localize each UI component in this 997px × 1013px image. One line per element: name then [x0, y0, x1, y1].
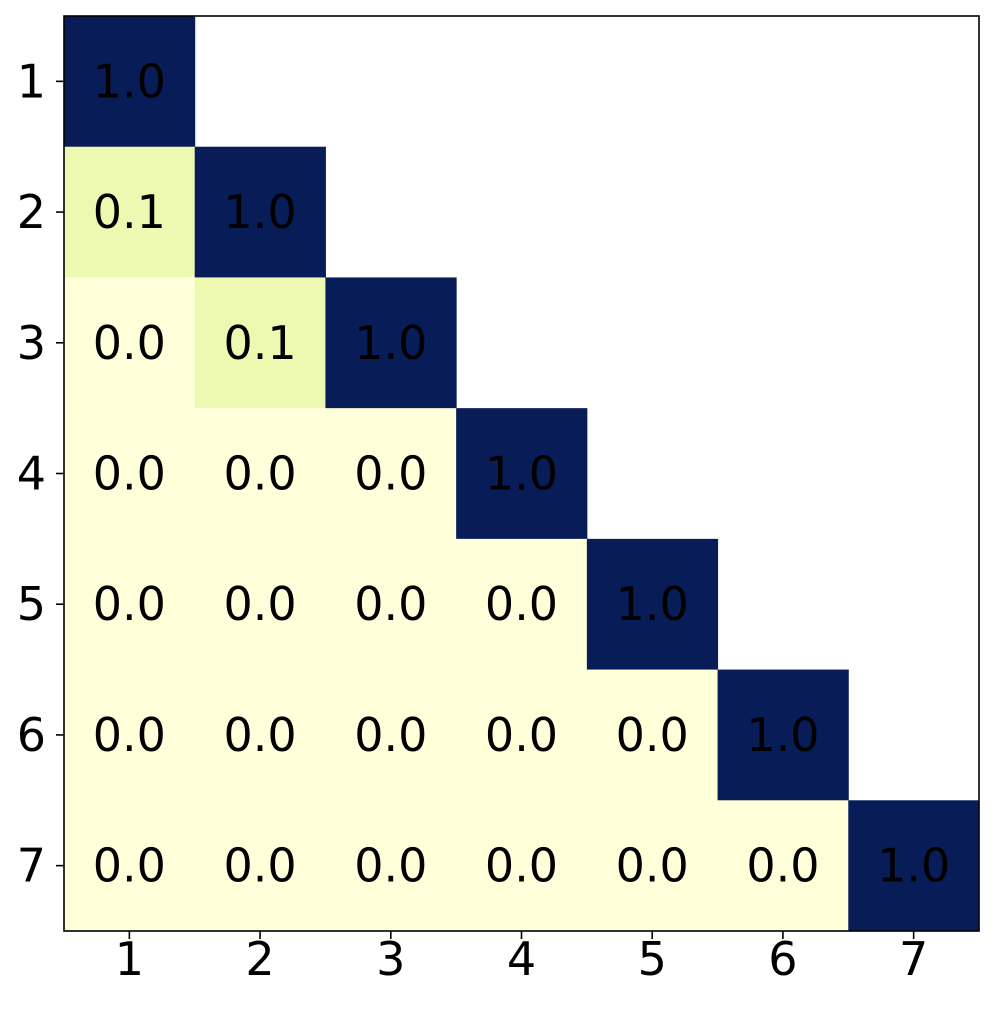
cell-label-r2-c1: 0.1	[93, 185, 166, 239]
x-tick-label-2: 2	[245, 932, 274, 986]
heatmap-cell-r4-c2	[194, 408, 326, 540]
x-tick-label-7: 7	[899, 932, 928, 986]
cell-label-r5-c4: 0.0	[485, 577, 558, 631]
cell-label-r7-c4: 0.0	[485, 839, 558, 893]
heatmap-cell-r4-c4	[456, 408, 588, 540]
heatmap-cell-r5-c5	[586, 538, 719, 671]
heatmap-cell-r1-c1	[64, 16, 196, 148]
heatmap-cell-r3-c1	[64, 277, 196, 409]
heatmap-cell-r3-c3	[325, 277, 457, 409]
cell-label-r6-c1: 0.0	[93, 708, 166, 762]
y-tick-label-1: 1	[17, 54, 46, 108]
y-tick-label-4: 4	[17, 447, 46, 501]
y-tick-label-7: 7	[17, 839, 46, 893]
x-tick-label-1: 1	[115, 932, 144, 986]
y-axis: 1 2 3 4 5 6 7	[17, 54, 64, 893]
heatmap-cell-r6-c5	[586, 669, 719, 801]
cell-label-r7-c7: 1.0	[877, 839, 950, 893]
cell-label-r3-c1: 0.0	[93, 316, 166, 370]
heatmap-cell-r2-c2	[194, 146, 326, 278]
heatmap-cell-r5-c4	[456, 538, 588, 671]
heatmap-cell-r7-c1	[64, 800, 196, 932]
heatmap-cell-r7-c3	[325, 800, 457, 932]
y-tick-label-6: 6	[17, 708, 46, 762]
x-tick-label-5: 5	[638, 932, 667, 986]
heatmap-cell-r7-c6	[717, 800, 849, 932]
heatmap-cell-labels: 1.0 0.1 1.0 0.0 0.1 1.0 0.0 0.0 0.0 1.0 0.0 0.0 0.0 0…	[93, 54, 950, 892]
cell-label-r7-c5: 0.0	[616, 839, 689, 893]
y-tick-label-5: 5	[17, 577, 46, 631]
y-tick-label-3: 3	[17, 316, 46, 370]
heatmap-cell-r3-c2	[194, 277, 326, 409]
cell-label-r4-c1: 0.0	[93, 447, 166, 501]
heatmap-cell-r5-c1	[64, 538, 196, 671]
heatmap-cell-r5-c3	[325, 538, 457, 671]
heatmap-cell-r6-c6	[717, 669, 849, 801]
cell-label-r5-c5: 1.0	[616, 577, 689, 631]
cell-label-r6-c5: 0.0	[616, 708, 689, 762]
cell-label-r7-c1: 0.0	[93, 839, 166, 893]
x-tick-label-3: 3	[376, 932, 405, 986]
heatmap-cell-r7-c5	[586, 800, 719, 932]
cell-label-r3-c2: 0.1	[223, 316, 296, 370]
heatmap-cell-r4-c1	[64, 408, 196, 540]
cell-label-r4-c3: 0.0	[354, 447, 427, 501]
cell-label-r4-c4: 1.0	[485, 447, 558, 501]
heatmap-cell-r5-c2	[194, 538, 326, 671]
cell-label-r6-c6: 1.0	[746, 708, 819, 762]
cell-label-r7-c3: 0.0	[354, 839, 427, 893]
heatmap-cell-r7-c2	[194, 800, 326, 932]
heatmap-cell-r4-c3	[325, 408, 457, 540]
heatmap-cell-r6-c4	[456, 669, 588, 801]
heatmap-cell-r6-c3	[325, 669, 457, 801]
x-tick-label-4: 4	[507, 932, 536, 986]
y-tick-label-2: 2	[17, 185, 46, 239]
x-tick-label-6: 6	[768, 932, 797, 986]
cell-label-r7-c2: 0.0	[223, 839, 296, 893]
cell-label-r5-c1: 0.0	[93, 577, 166, 631]
cell-label-r7-c6: 0.0	[746, 839, 819, 893]
cell-label-r3-c3: 1.0	[354, 316, 427, 370]
cell-label-r6-c2: 0.0	[223, 708, 296, 762]
cell-label-r6-c4: 0.0	[485, 708, 558, 762]
heatmap-cell-r7-c7	[848, 800, 980, 932]
cell-label-r5-c3: 0.0	[354, 577, 427, 631]
heatmap-cell-r6-c1	[64, 669, 196, 801]
heatmap-cell-r6-c2	[194, 669, 326, 801]
cell-label-r6-c3: 0.0	[354, 708, 427, 762]
cell-label-r2-c2: 1.0	[223, 185, 296, 239]
heatmap-cells	[64, 16, 980, 932]
x-axis: 1 2 3 4 5 6 7	[115, 931, 928, 986]
cell-label-r4-c2: 0.0	[223, 447, 296, 501]
cell-label-r5-c2: 0.0	[223, 577, 296, 631]
heatmap-cell-r7-c4	[456, 800, 588, 932]
heatmap-cell-r2-c1	[64, 146, 196, 278]
cell-label-r1-c1: 1.0	[93, 54, 166, 108]
